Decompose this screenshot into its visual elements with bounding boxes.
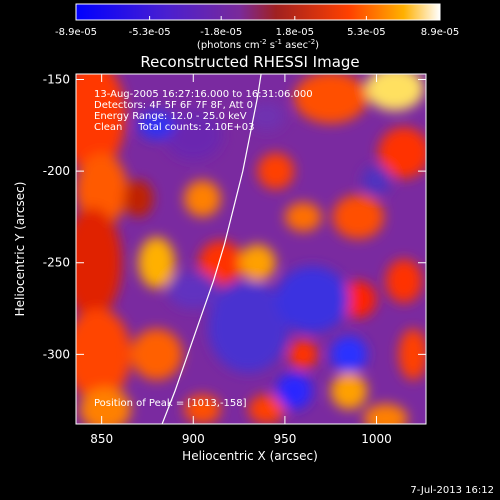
heatmap-region	[378, 127, 426, 179]
heatmap-region	[123, 180, 153, 217]
heatmap-region	[330, 336, 368, 373]
heatmap-region	[76, 308, 131, 401]
info-line-energy: Energy Range: 12.0 - 25.0 keV	[94, 111, 247, 122]
x-tick-label: 850	[90, 432, 113, 446]
heatmap-region	[294, 74, 368, 124]
x-axis-label: Heliocentric X (arcsec)	[182, 449, 318, 463]
x-tick-label: 900	[182, 432, 205, 446]
colorbar: -8.9e-05 -5.3e-05 -1.8e-05 1.8e-05 5.3e-05 8.…	[55, 3, 459, 51]
heatmap-region	[332, 194, 384, 239]
y-axis-ticks: -150 -200 -250 -300	[43, 72, 426, 361]
x-tick-label: 1000	[361, 432, 392, 446]
heatmap-region	[130, 328, 183, 381]
y-tick-label: -300	[43, 347, 70, 361]
y-axis-label: Heliocentric Y (arcsec)	[13, 182, 27, 317]
x-axis-ticks: 850 900 950 1000	[90, 74, 392, 446]
y-tick-label: -150	[43, 72, 70, 86]
heatmap-region	[275, 372, 313, 410]
colorbar-tick-label: 8.9e-05	[421, 27, 459, 38]
chart-title: Reconstructed RHESSI Image	[140, 53, 359, 71]
heatmap-region	[248, 394, 285, 424]
heatmap-region	[138, 237, 175, 289]
heatmap-region	[167, 271, 219, 309]
solar-limb-curve	[161, 74, 262, 424]
peak-position-label: Position of Peak = [1013,-158]	[94, 398, 247, 409]
heatmap-region	[79, 387, 131, 424]
heatmap-region	[361, 165, 392, 195]
footer-date: 7-Jul-2013 16:12	[410, 485, 494, 496]
colorbar-ticks: -8.9e-05 -5.3e-05 -1.8e-05 1.8e-05 5.3e-05 8.…	[55, 16, 459, 38]
heatmap-region	[330, 372, 368, 410]
heatmap-region	[363, 403, 408, 424]
info-annotations: 13-Aug-2005 16:27:16.000 to 16:31:06.000…	[94, 89, 313, 133]
heatmap-region	[184, 180, 221, 217]
heatmap-region	[275, 266, 350, 333]
heatmap-region	[76, 74, 126, 172]
x-tick-label: 950	[273, 432, 296, 446]
plot-frame	[75, 73, 427, 425]
info-line-detectors: Detectors: 4F 5F 6F 7F 8F, Att 0	[94, 100, 253, 111]
colorbar-tick-label: -1.8e-05	[200, 27, 242, 38]
y-tick-label: -250	[43, 256, 70, 270]
heatmap-region	[248, 101, 285, 131]
heatmap-region	[239, 244, 276, 282]
heatmap-region	[398, 328, 426, 381]
heatmap-region	[257, 152, 295, 190]
heatmap-region	[163, 108, 223, 161]
colorbar-tick-label: -8.9e-05	[55, 27, 97, 38]
y-tick-label: -200	[43, 164, 70, 178]
heatmap-region	[385, 259, 423, 304]
colorbar-tick-label: -5.3e-05	[129, 27, 171, 38]
colorbar-units-label: (photons cm-2 s-1 asec-2)	[197, 38, 319, 51]
info-line-time: 13-Aug-2005 16:27:16.000 to 16:31:06.000	[94, 89, 313, 100]
heatmap-region	[76, 207, 122, 318]
info-line-clean: Clean Total counts: 2.10E+03	[94, 122, 254, 133]
heatmap-region	[198, 240, 243, 285]
heatmap-region	[365, 74, 425, 111]
heatmap-plot	[76, 74, 426, 424]
heatmap-region	[339, 281, 377, 318]
colorbar-tick-label: 1.8e-05	[276, 27, 314, 38]
heatmap-region	[284, 202, 322, 232]
colorbar-tick-label: 5.3e-05	[347, 27, 385, 38]
heatmap-region	[138, 110, 175, 140]
heatmap-region	[207, 281, 289, 373]
heatmap-region	[288, 339, 318, 370]
heatmap-region	[76, 152, 128, 227]
